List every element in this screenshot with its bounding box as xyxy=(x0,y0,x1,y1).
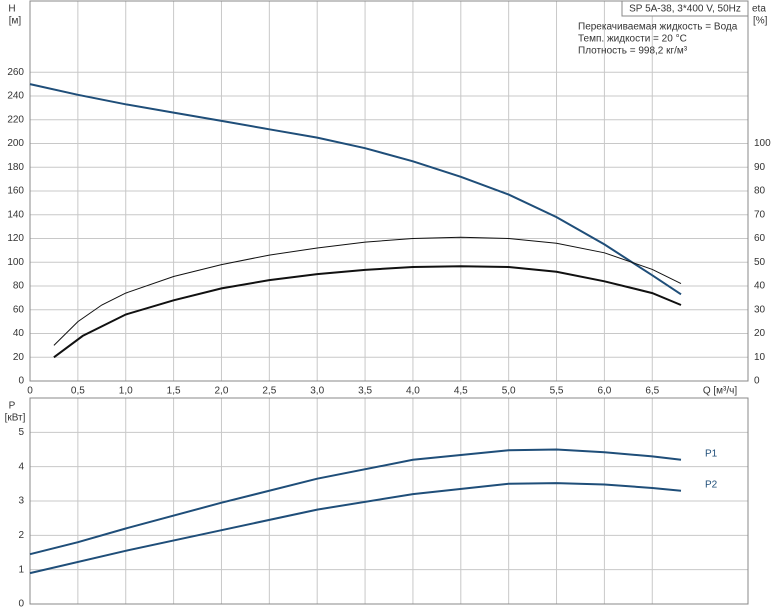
curve xyxy=(29,482,682,575)
curve xyxy=(53,236,682,346)
x-tick-label: 5,5 xyxy=(550,386,564,397)
y-tick-label: 5 xyxy=(18,427,24,438)
title-box xyxy=(621,0,749,17)
y-tick-label: 3 xyxy=(18,496,24,507)
y-tick-label: 180 xyxy=(7,162,24,173)
x-tick-label: 6,5 xyxy=(645,386,659,397)
x-tick-label: 1,0 xyxy=(119,386,133,397)
curve xyxy=(29,83,682,296)
curve xyxy=(29,448,682,556)
y-tick-label: 160 xyxy=(7,186,24,197)
y2-tick-label: 10 xyxy=(754,352,766,363)
y-tick-label: 140 xyxy=(7,209,24,220)
y-axis-unit: [кВт] xyxy=(5,413,26,424)
annotation: Темп. жидкости = 20 °C xyxy=(578,34,687,45)
y2-tick-label: 50 xyxy=(754,257,766,268)
y2-tick-label: 20 xyxy=(754,328,766,339)
x-tick-label: 1,5 xyxy=(167,386,181,397)
x-tick-label: 2,0 xyxy=(215,386,229,397)
y2-axis-label: eta xyxy=(752,4,766,15)
y-tick-label: 60 xyxy=(13,304,25,315)
y2-tick-label: 0 xyxy=(754,376,760,387)
y-tick-label: 220 xyxy=(7,114,24,125)
x-tick-label: 6,0 xyxy=(597,386,611,397)
chart-title: SP 5A-38, 3*400 V, 50Hz xyxy=(629,4,741,15)
y-tick-label: 240 xyxy=(7,91,24,102)
y2-tick-label: 100 xyxy=(754,138,771,149)
y2-tick-label: 30 xyxy=(754,304,766,315)
y-tick-label: 0 xyxy=(18,599,24,610)
y-tick-label: 0 xyxy=(18,376,24,387)
legend-label: P1 xyxy=(705,448,718,459)
x-tick-label: 2,5 xyxy=(262,386,276,397)
y2-tick-label: 90 xyxy=(754,162,766,173)
y-tick-label: 1 xyxy=(18,564,24,575)
x-tick-label: 0,5 xyxy=(71,386,85,397)
y-axis-unit: [м] xyxy=(9,16,22,27)
y-tick-label: 260 xyxy=(7,67,24,78)
x-tick-label: 3,5 xyxy=(358,386,372,397)
y-tick-label: 40 xyxy=(13,328,25,339)
curve xyxy=(53,265,682,359)
annotation: Перекачиваемая жидкость = Вода xyxy=(578,22,738,33)
x-tick-label: 0 xyxy=(27,386,33,397)
y2-tick-label: 70 xyxy=(754,209,766,220)
y-tick-label: 20 xyxy=(13,352,25,363)
y-tick-label: 4 xyxy=(18,461,24,472)
x-axis-label: Q [м³/ч] xyxy=(703,386,738,397)
y-tick-label: 80 xyxy=(13,281,25,292)
y-tick-label: 200 xyxy=(7,138,24,149)
y-axis-label: P xyxy=(9,401,16,412)
y2-tick-label: 80 xyxy=(754,186,766,197)
x-tick-label: 4,0 xyxy=(406,386,420,397)
x-tick-label: 4,5 xyxy=(454,386,468,397)
y2-tick-label: 60 xyxy=(754,233,766,244)
y2-axis-unit: [%] xyxy=(753,16,768,27)
plot-frame xyxy=(29,0,749,382)
y-axis-label: H xyxy=(8,4,15,15)
y-tick-label: 2 xyxy=(18,530,24,541)
y2-tick-label: 40 xyxy=(754,281,766,292)
legend-label: P2 xyxy=(705,479,718,490)
annotation: Плотность = 998,2 кг/м³ xyxy=(578,46,688,57)
plot-frame xyxy=(29,397,749,605)
y-tick-label: 100 xyxy=(7,257,24,268)
x-tick-label: 5,0 xyxy=(502,386,516,397)
y-tick-label: 120 xyxy=(7,233,24,244)
x-tick-label: 3,0 xyxy=(310,386,324,397)
